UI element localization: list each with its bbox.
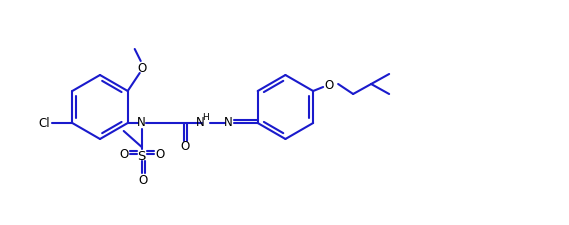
Text: N: N bbox=[224, 116, 233, 129]
Text: O: O bbox=[119, 147, 129, 160]
Text: O: O bbox=[155, 147, 164, 160]
Text: O: O bbox=[139, 173, 148, 186]
Text: N: N bbox=[196, 116, 205, 129]
Text: O: O bbox=[180, 140, 190, 153]
Text: H: H bbox=[203, 113, 209, 122]
Text: S: S bbox=[138, 150, 146, 163]
Text: O: O bbox=[137, 61, 146, 74]
Text: N: N bbox=[137, 116, 146, 129]
Text: O: O bbox=[324, 78, 334, 91]
Text: Cl: Cl bbox=[39, 117, 50, 130]
